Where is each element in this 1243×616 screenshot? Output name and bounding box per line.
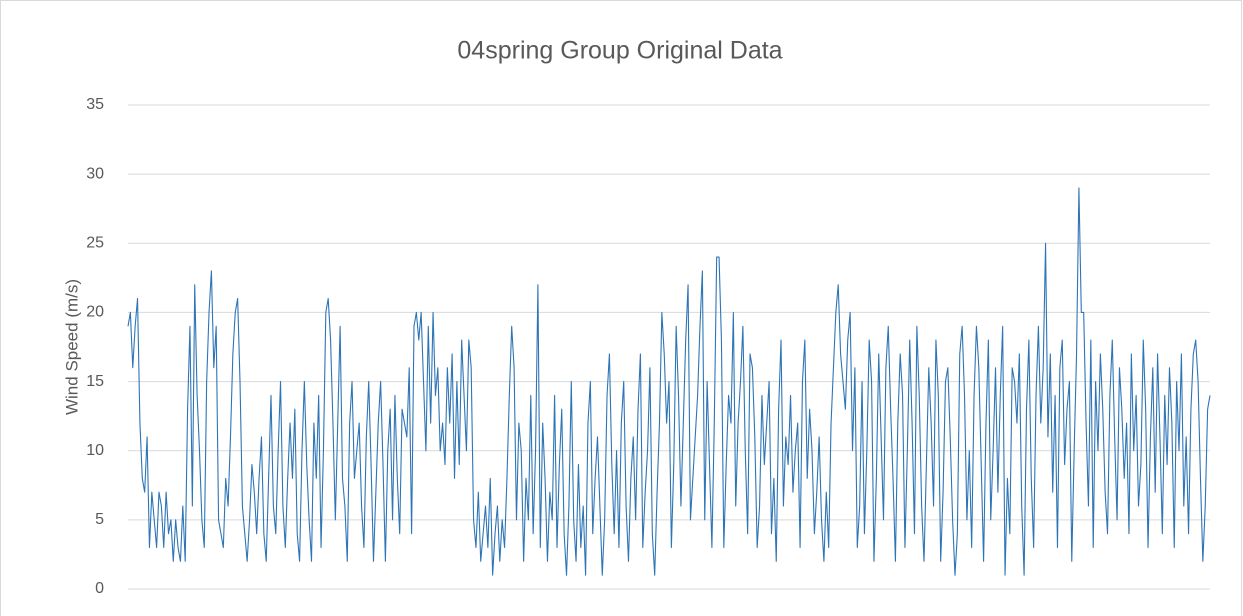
y-tick-label: 30: [86, 165, 104, 182]
y-axis-label: Wind Speed (m/s): [62, 279, 81, 415]
y-tick-label: 10: [86, 442, 104, 459]
y-tick-label: 20: [86, 304, 104, 321]
y-tick-label: 15: [86, 373, 104, 390]
y-tick-label: 0: [95, 580, 104, 597]
y-tick-label: 35: [86, 96, 104, 113]
data-line: [127, 187, 1211, 576]
chart-title: 04spring Group Original Data: [457, 37, 782, 65]
y-tick-label: 5: [95, 511, 104, 528]
y-tick-label: 25: [86, 235, 104, 252]
